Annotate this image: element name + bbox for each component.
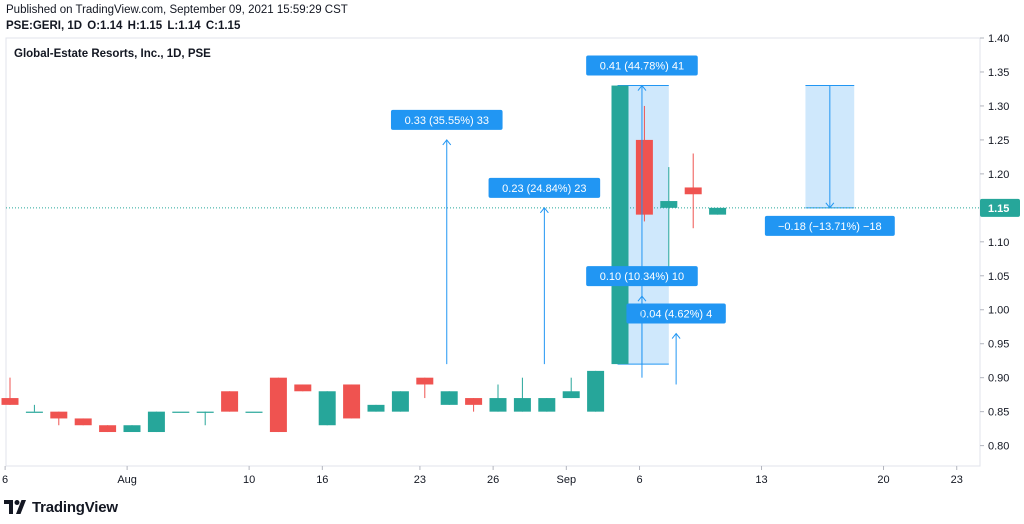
candle-body — [221, 391, 239, 412]
candle-body — [50, 411, 68, 419]
measure-label: 0.23 (24.84%) 23 — [502, 183, 586, 195]
x-tick-label: 6 — [2, 474, 8, 486]
chart-title: Global-Estate Resorts, Inc., 1D, PSE — [14, 48, 211, 60]
measure-arrow-head — [671, 332, 681, 339]
candle-body — [147, 411, 165, 433]
measure-arrow-head — [825, 202, 835, 209]
y-axis[interactable]: 0.80 0.85 0.90 0.95 1.00 1.05 1.10 1.15 1.20 1.25… — [980, 33, 1009, 453]
measure-label-bg — [764, 215, 895, 236]
y-tick-label: 1.40 — [988, 33, 1009, 45]
y-tick-label: 1.00 — [988, 305, 1009, 317]
candle-body — [513, 398, 531, 412]
tradingview-logo-icon — [4, 500, 26, 514]
last-price-badge-bg — [980, 198, 1020, 217]
x-tick-label: 13 — [755, 474, 767, 486]
candle-body — [123, 425, 141, 433]
candle-body — [635, 139, 653, 215]
close-value: 1.15 — [217, 20, 241, 32]
y-tick-label: 1.30 — [988, 101, 1009, 113]
close-label: C: — [205, 20, 218, 32]
y-tick-label: 1.35 — [988, 67, 1009, 79]
measure-label: −0.18 (−13.71%) −18 — [778, 221, 882, 233]
candle-body — [416, 377, 434, 385]
x-tick-label: 6 — [636, 474, 642, 486]
y-tick-label: 0.85 — [988, 407, 1009, 419]
candle-body — [709, 207, 727, 215]
open-value: 1.14 — [100, 20, 123, 32]
candle-body — [172, 411, 190, 413]
candle-body — [465, 398, 483, 405]
measure-label-bg — [586, 55, 698, 76]
measure-arrow-head — [637, 84, 647, 91]
x-tick-label: Sep — [557, 474, 577, 486]
candle-body — [660, 201, 678, 208]
low-value: 1.14 — [178, 20, 201, 32]
last-price-value: 1.15 — [988, 203, 1009, 215]
candle-body — [684, 187, 702, 195]
y-tick-label: 0.80 — [988, 441, 1009, 453]
high-label: H: — [127, 20, 140, 32]
candle-body — [294, 384, 312, 392]
x-tick-label: 16 — [316, 474, 328, 486]
candle-body — [367, 404, 385, 412]
high-value: 1.15 — [139, 20, 163, 32]
low-label: L: — [167, 20, 179, 32]
measure-label-bg — [626, 303, 726, 324]
y-tick-label: 1.10 — [988, 237, 1009, 249]
candle-body — [562, 391, 580, 399]
candle-body — [1, 398, 19, 405]
measure-label: 0.04 (4.62%) 4 — [640, 309, 712, 321]
measure-label-bg — [488, 177, 601, 198]
y-tick-label: 0.95 — [988, 339, 1009, 351]
footer: TradingView — [4, 495, 118, 519]
candle-body — [269, 377, 287, 433]
measure-label: 0.41 (44.78%) 41 — [600, 61, 684, 73]
x-axis[interactable]: 6 Aug 10 16 23 26 Sep 6 13 20 23 — [2, 466, 963, 486]
measure-arrow-head — [442, 139, 452, 146]
candle-body — [489, 398, 507, 412]
candle-body — [99, 425, 117, 433]
y-tick-label: 1.25 — [988, 135, 1009, 147]
candle-body — [245, 411, 263, 413]
x-tick-label: 26 — [487, 474, 499, 486]
y-tick-label: 1.20 — [988, 169, 1009, 181]
measure-arrow-head — [539, 207, 549, 214]
y-tick-label: 1.05 — [988, 271, 1009, 283]
ohlc-readout: PSE:GERI, 1D O:1.14 H:1.15 L:1.14 C:1.15 — [6, 18, 1016, 34]
measure-annotations: 0.33 (35.55%) 330.23 (24.84%) 230.10 (10… — [390, 55, 895, 385]
candle-body — [74, 418, 92, 426]
x-tick-label: 23 — [951, 474, 963, 486]
x-tick-label: 10 — [243, 474, 255, 486]
candle-body — [196, 411, 214, 413]
x-tick-label: 23 — [414, 474, 426, 486]
last-price-badge: 1.15 — [980, 198, 1020, 217]
measure-label: 0.33 (35.55%) 33 — [405, 115, 489, 127]
candle-body — [440, 391, 458, 405]
candles — [1, 85, 727, 433]
candle-body — [318, 391, 336, 426]
candle-body — [391, 391, 409, 412]
y-tick-label: 0.90 — [988, 373, 1009, 385]
x-tick-label: Aug — [117, 474, 137, 486]
candle-body — [587, 370, 605, 412]
x-tick-label: 20 — [877, 474, 889, 486]
candle-body — [538, 398, 556, 412]
candle-body — [343, 384, 361, 419]
candle-body — [611, 85, 629, 365]
published-info: Published on TradingView.com, September … — [6, 4, 348, 16]
candle-body — [25, 411, 43, 413]
chart-header: Published on TradingView.com, September … — [6, 3, 1016, 37]
open-label: O: — [87, 20, 101, 32]
measure-label-bg — [390, 109, 503, 130]
brand-name: TradingView — [32, 498, 118, 516]
symbol-label: PSE:GERI, 1D — [6, 20, 83, 32]
